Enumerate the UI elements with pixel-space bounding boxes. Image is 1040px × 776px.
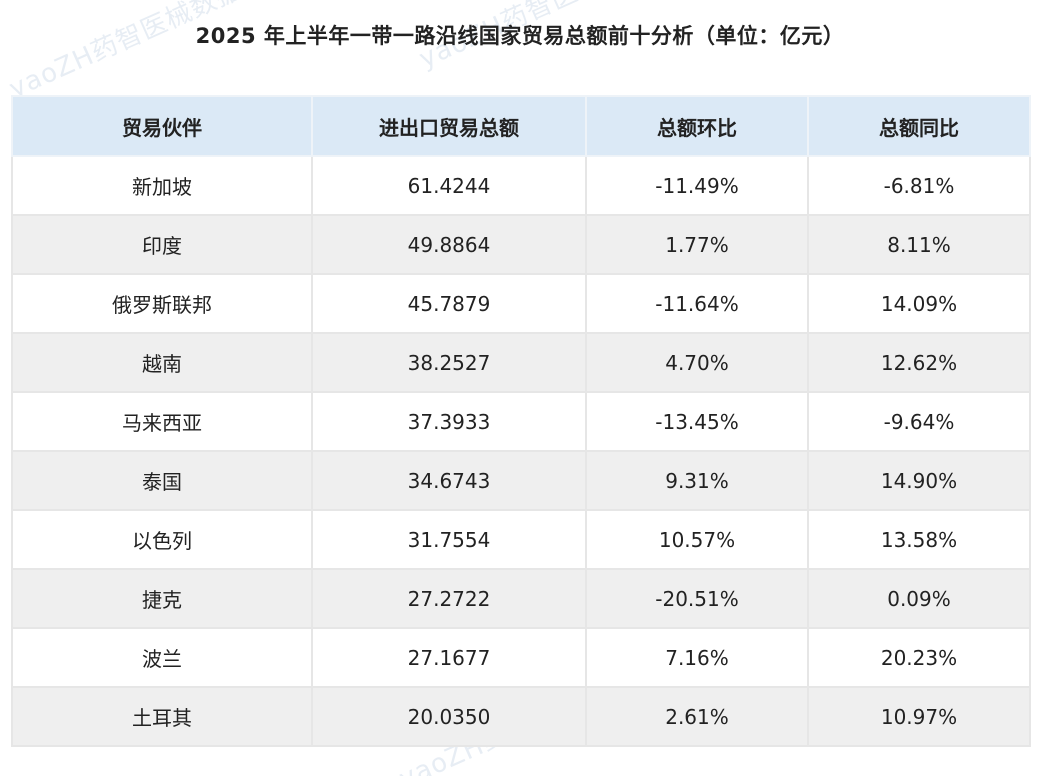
cell-total: 27.1677 — [311, 627, 587, 688]
cell-yoy: 13.58% — [807, 509, 1031, 570]
cell-partner: 越南 — [11, 332, 313, 393]
table-row: 新加坡 61.4244 -11.49% -6.81% — [11, 155, 1031, 216]
cell-total: 27.2722 — [311, 568, 587, 629]
cell-total: 20.0350 — [311, 686, 587, 747]
cell-total: 38.2527 — [311, 332, 587, 393]
cell-partner: 俄罗斯联邦 — [11, 273, 313, 334]
cell-partner: 泰国 — [11, 450, 313, 511]
cell-total: 45.7879 — [311, 273, 587, 334]
cell-partner: 马来西亚 — [11, 391, 313, 452]
page-title: 2025 年上半年一带一路沿线国家贸易总额前十分析（单位：亿元） — [195, 24, 845, 48]
column-header-partner: 贸易伙伴 — [11, 95, 313, 157]
cell-total: 34.6743 — [311, 450, 587, 511]
cell-mom: 10.57% — [585, 509, 809, 570]
table-row: 马来西亚 37.3933 -13.45% -9.64% — [11, 391, 1031, 452]
cell-yoy: 14.09% — [807, 273, 1031, 334]
cell-total: 31.7554 — [311, 509, 587, 570]
cell-partner: 捷克 — [11, 568, 313, 629]
cell-partner: 土耳其 — [11, 686, 313, 747]
cell-yoy: 14.90% — [807, 450, 1031, 511]
cell-mom: -20.51% — [585, 568, 809, 629]
column-header-yoy: 总额同比 — [807, 95, 1031, 157]
cell-partner: 新加坡 — [11, 155, 313, 216]
cell-yoy: -6.81% — [807, 155, 1031, 216]
cell-partner: 印度 — [11, 214, 313, 275]
cell-mom: -11.49% — [585, 155, 809, 216]
table-row: 越南 38.2527 4.70% 12.62% — [11, 332, 1031, 393]
cell-yoy: 10.97% — [807, 686, 1031, 747]
table-row: 以色列 31.7554 10.57% 13.58% — [11, 509, 1031, 570]
cell-mom: -13.45% — [585, 391, 809, 452]
table-row: 土耳其 20.0350 2.61% 10.97% — [11, 686, 1031, 747]
cell-yoy: 12.62% — [807, 332, 1031, 393]
table-header-row: 贸易伙伴 进出口贸易总额 总额环比 总额同比 — [11, 95, 1031, 157]
cell-yoy: -9.64% — [807, 391, 1031, 452]
table-body: 新加坡 61.4244 -11.49% -6.81% 印度 49.8864 1.77% 8.1… — [11, 155, 1031, 747]
cell-yoy: 8.11% — [807, 214, 1031, 275]
table-row: 波兰 27.1677 7.16% 20.23% — [11, 627, 1031, 688]
cell-yoy: 20.23% — [807, 627, 1031, 688]
column-header-mom: 总额环比 — [585, 95, 809, 157]
cell-mom: 9.31% — [585, 450, 809, 511]
cell-total: 49.8864 — [311, 214, 587, 275]
column-header-total: 进出口贸易总额 — [311, 95, 587, 157]
cell-total: 61.4244 — [311, 155, 587, 216]
cell-mom: -11.64% — [585, 273, 809, 334]
watermark: yaoZH药智医械数据 — [4, 0, 247, 105]
cell-partner: 波兰 — [11, 627, 313, 688]
cell-partner: 以色列 — [11, 509, 313, 570]
cell-yoy: 0.09% — [807, 568, 1031, 629]
table-row: 泰国 34.6743 9.31% 14.90% — [11, 450, 1031, 511]
cell-mom: 7.16% — [585, 627, 809, 688]
table-row: 俄罗斯联邦 45.7879 -11.64% 14.09% — [11, 273, 1031, 334]
cell-mom: 1.77% — [585, 214, 809, 275]
cell-mom: 2.61% — [585, 686, 809, 747]
cell-total: 37.3933 — [311, 391, 587, 452]
table-row: 捷克 27.2722 -20.51% 0.09% — [11, 568, 1031, 629]
trade-table: 贸易伙伴 进出口贸易总额 总额环比 总额同比 新加坡 61.4244 -11.49%… — [11, 95, 1031, 747]
table-row: 印度 49.8864 1.77% 8.11% — [11, 214, 1031, 275]
cell-mom: 4.70% — [585, 332, 809, 393]
